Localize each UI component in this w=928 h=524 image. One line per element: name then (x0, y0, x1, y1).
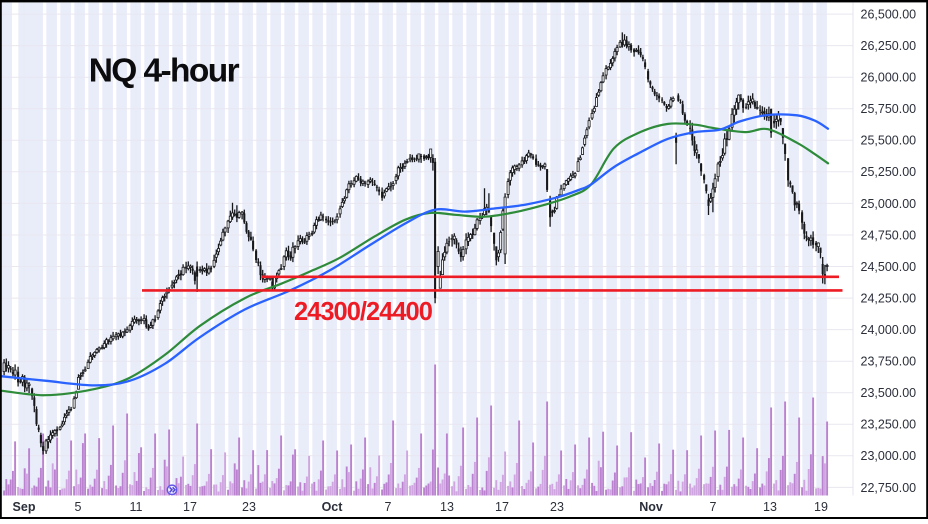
svg-text:Oct: Oct (322, 500, 344, 514)
svg-text:13: 13 (763, 500, 777, 514)
svg-text:17: 17 (183, 500, 197, 514)
svg-text:17: 17 (495, 500, 509, 514)
svg-text:24300/24400: 24300/24400 (294, 298, 433, 326)
svg-text:5: 5 (75, 500, 82, 514)
svg-text:Nov: Nov (639, 500, 663, 514)
svg-text:23,000.00: 23,000.00 (861, 449, 917, 463)
svg-text:NQ 4-hour: NQ 4-hour (89, 53, 240, 90)
svg-text:24,500.00: 24,500.00 (861, 260, 917, 274)
svg-text:26,250.00: 26,250.00 (861, 39, 917, 53)
svg-text:24,250.00: 24,250.00 (861, 291, 917, 305)
svg-text:26,500.00: 26,500.00 (861, 8, 917, 22)
svg-text:23,250.00: 23,250.00 (861, 418, 917, 432)
svg-text:22,750.00: 22,750.00 (861, 481, 917, 495)
svg-text:26,000.00: 26,000.00 (861, 71, 917, 85)
svg-text:24,000.00: 24,000.00 (861, 323, 917, 337)
svg-text:7: 7 (385, 500, 392, 514)
svg-text:25,000.00: 25,000.00 (861, 197, 917, 211)
svg-text:23,500.00: 23,500.00 (861, 386, 917, 400)
svg-text:23,750.00: 23,750.00 (861, 355, 917, 369)
svg-text:25,500.00: 25,500.00 (861, 134, 917, 148)
svg-text:25,750.00: 25,750.00 (861, 102, 917, 116)
svg-text:11: 11 (130, 500, 143, 514)
svg-text:23: 23 (550, 500, 564, 514)
svg-text:Sep: Sep (13, 500, 36, 514)
svg-text:24,750.00: 24,750.00 (861, 228, 917, 242)
svg-text:23: 23 (242, 500, 256, 514)
svg-text:13: 13 (440, 500, 454, 514)
svg-text:25,250.00: 25,250.00 (861, 165, 917, 179)
svg-text:7: 7 (710, 500, 717, 514)
svg-text:19: 19 (814, 500, 828, 514)
